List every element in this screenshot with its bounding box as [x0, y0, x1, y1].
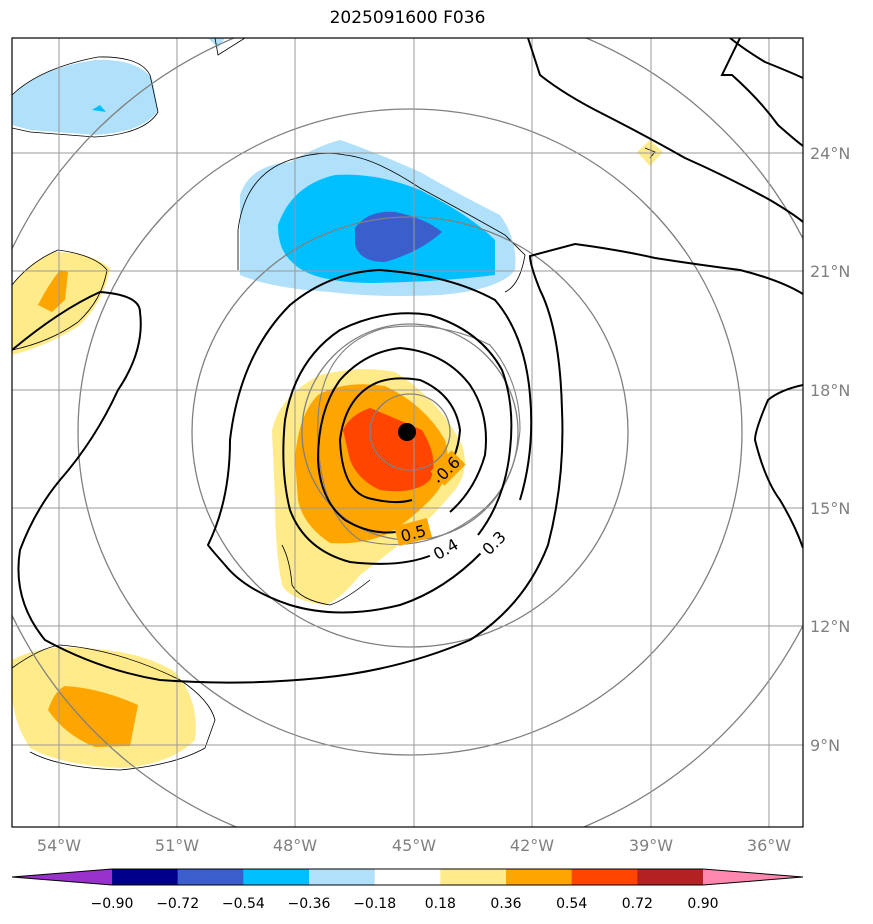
colorbar-segment: [112, 869, 179, 885]
thin-contour-line: [281, 544, 371, 606]
colorbar-tick-label: 0.90: [687, 896, 718, 912]
lat-tick-label: 18°N: [810, 381, 850, 400]
contour-0.4: [282, 312, 513, 565]
colorbar-segment: [440, 869, 507, 885]
contour-0.5: [316, 346, 487, 534]
lon-tick-label: 45°W: [392, 836, 436, 855]
contour-labels: 0.6 0.5 0.4 0.3: [393, 450, 513, 566]
colorbar-tick-label: −0.18: [353, 896, 396, 912]
map-panel: 0.6 0.5 0.4 0.3: [12, 38, 803, 827]
shaded-region-negative: [12, 59, 158, 136]
colorbar-tick-label: −0.72: [156, 896, 199, 912]
contour-outer-b: [527, 38, 803, 223]
colorbar-tick-label: 0.18: [425, 896, 456, 912]
colorbar-tick-label: 0.36: [490, 896, 521, 912]
shaded-region-negative: [208, 38, 225, 48]
range-ring: [369, 393, 451, 471]
lat-tick-label: 24°N: [810, 144, 850, 163]
colorbar-segment: [571, 869, 638, 885]
longitude-tick-labels: 54°W 51°W 48°W 45°W 42°W 39°W 36°W: [37, 836, 791, 855]
storm-center-marker: [398, 423, 416, 441]
lon-tick-label: 42°W: [510, 836, 554, 855]
thin-contour-line: [644, 147, 656, 159]
graticule: [12, 38, 803, 827]
colorbar-outline: [11, 868, 804, 886]
shaded-region-negative: [355, 211, 442, 262]
contour-outer-d: [720, 38, 803, 147]
lat-tick-label: 21°N: [810, 262, 850, 281]
colorbar: −0.90 −0.72 −0.54 −0.36 −0.18 0.18 0.36 …: [11, 868, 804, 912]
inner-range-rings: [317, 325, 521, 546]
thin-contour-layer: [12, 38, 656, 771]
lat-tick-label: 9°N: [810, 736, 840, 755]
colorbar-segment: [374, 869, 441, 885]
colorbar-tick-label: −0.54: [222, 896, 265, 912]
bold-contour-layer: [12, 38, 803, 684]
lat-tick-label: 12°N: [810, 617, 850, 636]
lon-tick-label: 54°W: [37, 836, 81, 855]
colorbar-tick-label: −0.90: [91, 896, 134, 912]
colorbar-segment: [243, 869, 310, 885]
contour-outer-a: [12, 242, 803, 684]
thin-contour-line: [237, 152, 526, 293]
thin-contour-line: [12, 249, 108, 351]
range-ring: [191, 216, 629, 648]
map-frame: [11, 37, 804, 828]
latitude-tick-labels: 24°N 21°N 18°N 15°N 12°N 9°N: [810, 144, 850, 755]
lon-tick-label: 39°W: [629, 836, 673, 855]
colorbar-tick-label: 0.54: [556, 896, 587, 912]
contour-outer-e: [753, 384, 803, 549]
shaded-region-positive: [48, 686, 138, 747]
lon-tick-label: 51°W: [155, 836, 199, 855]
colorbar-segment: [177, 869, 244, 885]
thin-contour-line: [12, 56, 159, 138]
colorbar-tick-label: −0.36: [288, 896, 331, 912]
lat-tick-label: 15°N: [810, 499, 850, 518]
contour-outer-c: [729, 38, 803, 79]
colorbar-segment: [637, 869, 704, 885]
thin-contour-line: [214, 38, 246, 56]
range-ring: [317, 325, 521, 546]
shaded-region-positive: [38, 270, 68, 312]
shaded-region-negative: [92, 105, 106, 112]
plot-title: 2025091600 F036: [329, 8, 486, 28]
thin-contour-line: [12, 644, 216, 771]
range-ring: [77, 108, 743, 756]
colorbar-tick-label: 0.72: [622, 896, 653, 912]
colorbar-tick-labels: −0.90 −0.72 −0.54 −0.36 −0.18 0.18 0.36 …: [91, 896, 719, 912]
contour-0.3: [206, 268, 533, 614]
colorbar-segment: [506, 869, 573, 885]
colorbar-extension-low: [12, 869, 112, 885]
colorbar-segment: [309, 869, 376, 885]
shaded-field-layer: [12, 38, 663, 768]
lon-tick-label: 48°W: [273, 836, 317, 855]
lon-tick-label: 36°W: [747, 836, 791, 855]
contour-0.6: [338, 377, 462, 504]
colorbar-segments: [11, 868, 804, 886]
colorbar-extension-high: [703, 869, 803, 885]
